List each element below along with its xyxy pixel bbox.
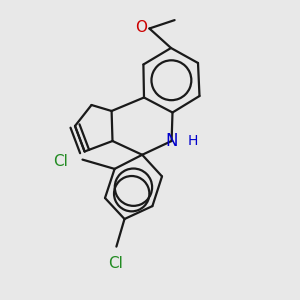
Text: H: H	[188, 134, 198, 148]
Text: O: O	[135, 20, 147, 34]
Text: N: N	[165, 132, 178, 150]
Text: Cl: Cl	[53, 154, 68, 169]
Text: Cl: Cl	[108, 256, 123, 271]
